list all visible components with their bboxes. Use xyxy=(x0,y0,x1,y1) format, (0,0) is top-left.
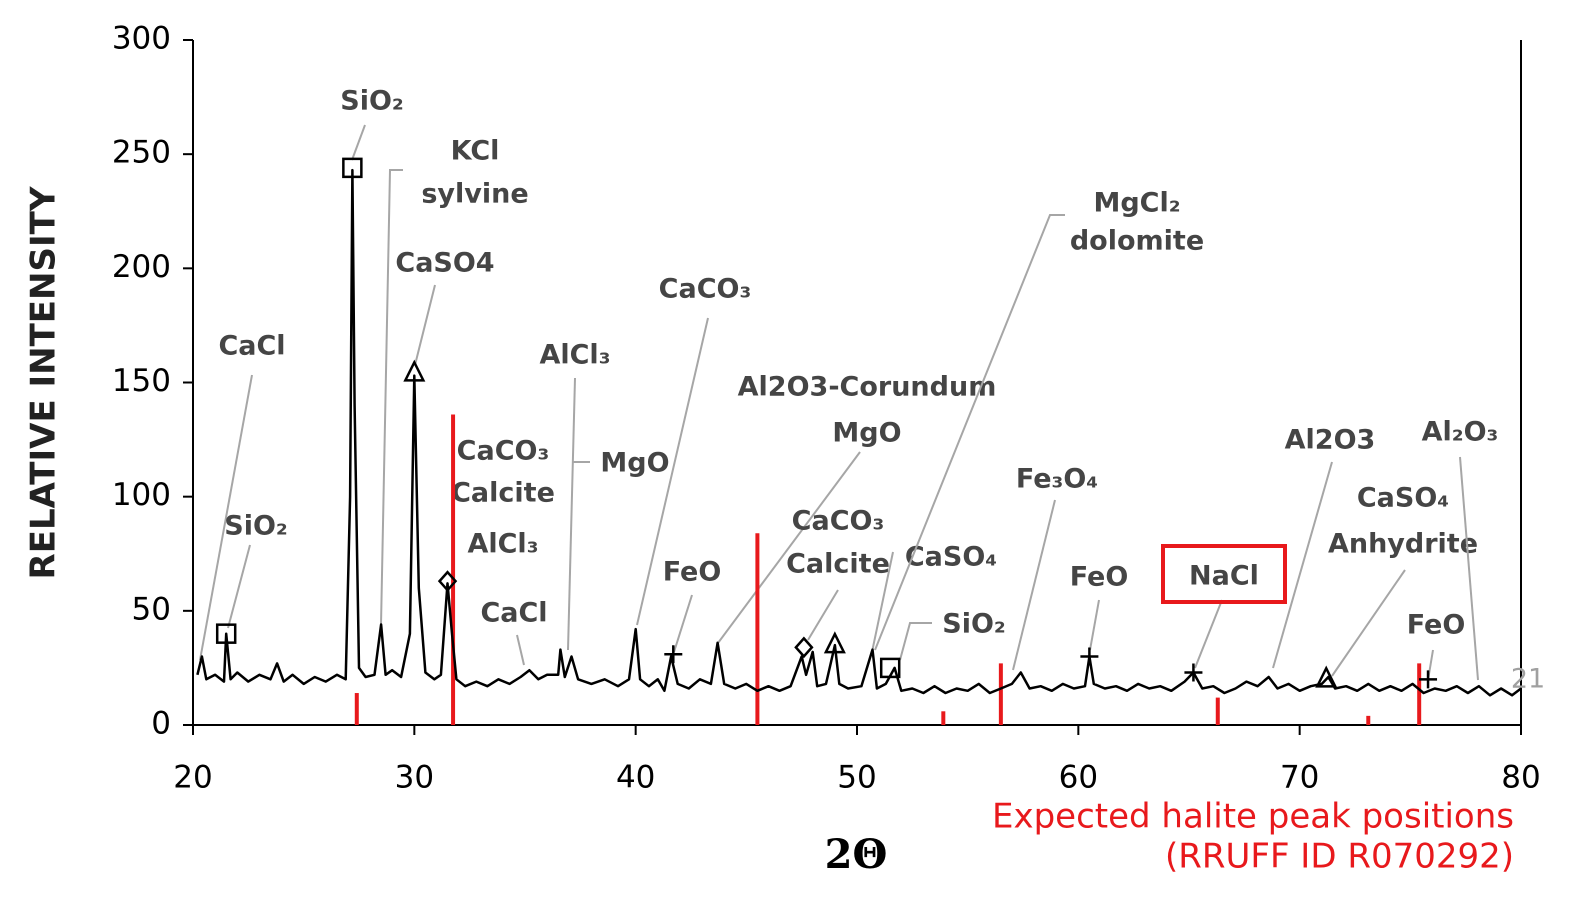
reference-legend: (RRUFF ID R070292) xyxy=(1165,837,1514,877)
annotation: CaCO₃ xyxy=(659,274,752,305)
leader-line xyxy=(636,317,709,626)
leader-line xyxy=(567,377,576,651)
annotation: CaCl xyxy=(218,331,285,362)
annotation: FeO xyxy=(1070,562,1129,593)
leader-line xyxy=(199,374,253,661)
y-axis-title: RELATIVE INTENSITY xyxy=(24,186,64,579)
annotation: Calcite xyxy=(451,478,555,509)
leader-line xyxy=(351,124,366,161)
y-tick-label: 300 xyxy=(112,21,171,57)
annotation: CaSO4 xyxy=(395,248,494,279)
annotation: MgO xyxy=(832,418,901,449)
leader-line xyxy=(874,214,1065,651)
y-tick-label: 150 xyxy=(112,363,171,399)
marker xyxy=(437,570,458,593)
marker xyxy=(215,623,237,644)
annotation: SiO₂ xyxy=(942,609,1005,640)
leader-line xyxy=(227,544,251,629)
annotation: FeO xyxy=(663,557,722,588)
annotation: Calcite xyxy=(786,549,890,580)
marker xyxy=(879,657,901,679)
leader-line xyxy=(871,551,894,653)
annotation: SiO₂ xyxy=(340,86,403,117)
marker xyxy=(403,359,426,382)
annotation: 21 xyxy=(1511,664,1545,695)
leader-line xyxy=(1194,599,1223,669)
leader-line xyxy=(899,622,932,661)
annotation: Anhydrite xyxy=(1328,529,1478,560)
leader-line xyxy=(516,634,525,666)
leader-line xyxy=(380,169,403,626)
leader-line xyxy=(807,589,839,641)
annotation: MgO xyxy=(600,448,669,479)
y-tick-label: 0 xyxy=(151,706,171,742)
leader-line xyxy=(414,284,436,366)
leader-line xyxy=(1089,599,1100,651)
annotation: AlCl₃ xyxy=(539,340,610,371)
annotation: CaCO₃ xyxy=(792,506,885,537)
marker xyxy=(1419,670,1438,689)
marker xyxy=(342,157,363,179)
annotation-box xyxy=(1161,544,1287,604)
marker xyxy=(794,636,814,659)
x-tick-label: 60 xyxy=(1059,760,1098,796)
annotation: CaCl xyxy=(480,598,547,629)
leader-line xyxy=(1331,569,1406,677)
leader-line xyxy=(1272,461,1333,669)
marker xyxy=(823,631,846,654)
x-tick-label: 70 xyxy=(1280,760,1319,796)
annotation: sylvine xyxy=(421,179,528,210)
leader-line xyxy=(673,594,693,653)
x-tick-label: 30 xyxy=(395,760,434,796)
annotation: AlCl₃ xyxy=(467,529,538,560)
x-tick-label: 40 xyxy=(616,760,655,796)
annotation: NaCl xyxy=(1189,561,1259,592)
x-tick-label: 50 xyxy=(837,760,876,796)
annotation: Fe₃O₄ xyxy=(1016,464,1098,495)
y-tick-label: 100 xyxy=(112,477,171,513)
marker xyxy=(1184,663,1203,682)
annotation: Al2O3-Corundum xyxy=(738,372,997,403)
annotation: MgCl₂ xyxy=(1093,188,1180,219)
annotation: KCl xyxy=(451,136,500,167)
leader-line xyxy=(1012,499,1056,671)
y-tick-label: 200 xyxy=(112,249,171,285)
data-line xyxy=(196,168,1522,697)
annotation: SiO₂ xyxy=(224,511,287,542)
x-tick-label: 80 xyxy=(1501,760,1540,796)
annotation: CaSO₄ xyxy=(1357,483,1449,514)
annotation: Al₂O₃ xyxy=(1422,417,1499,448)
marker xyxy=(1315,665,1338,688)
leader-line xyxy=(1459,456,1479,681)
annotation: dolomite xyxy=(1070,226,1204,257)
annotation: CaCO₃ xyxy=(457,436,550,467)
annotation: Al2O3 xyxy=(1285,425,1376,456)
leader-line xyxy=(717,451,861,644)
x-axis-title: 2Θ xyxy=(825,831,888,878)
y-tick-label: 250 xyxy=(112,135,171,171)
annotation: CaSO₄ xyxy=(905,542,997,573)
x-tick-label: 20 xyxy=(173,760,212,796)
marker xyxy=(664,645,683,664)
annotation: FeO xyxy=(1407,610,1466,641)
y-tick-label: 50 xyxy=(132,591,171,627)
reference-legend: Expected halite peak positions xyxy=(992,797,1514,837)
marker xyxy=(1080,647,1099,666)
